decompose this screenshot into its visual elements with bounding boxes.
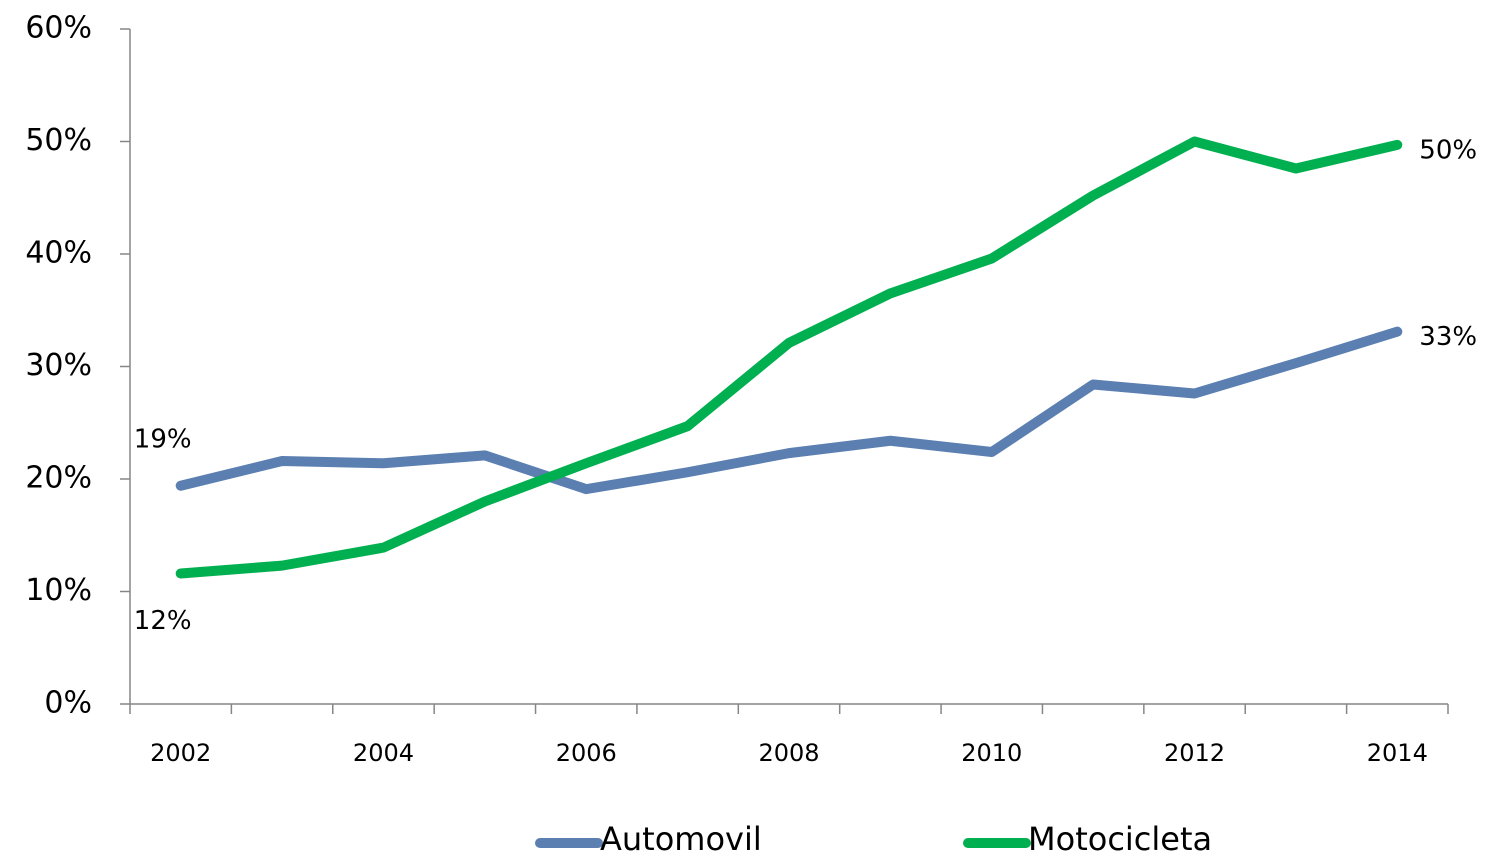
y-tick-label: 60% [25,11,92,46]
x-tick-label: 2006 [556,739,617,767]
data-label: 12% [134,606,192,636]
x-tick-label: 2002 [150,739,211,767]
y-tick-label: 20% [25,461,92,496]
y-tick-label: 30% [25,348,92,383]
data-label: 50% [1419,135,1477,165]
x-tick-label: 2014 [1367,739,1428,767]
x-tick-label: 2010 [961,739,1022,767]
series-line [175,326,1403,495]
series-line [175,136,1403,579]
y-tick-label: 0% [44,686,92,721]
data-label: 19% [134,424,192,454]
y-tick-label: 40% [25,236,92,271]
y-tick-label: 10% [25,573,92,608]
x-tick-label: 2004 [353,739,414,767]
legend-label: Motocicleta [1028,820,1212,858]
data-label: 33% [1419,322,1477,352]
legend-label: Automovil [600,820,762,858]
x-tick-label: 2012 [1164,739,1225,767]
y-tick-label: 50% [25,123,92,158]
x-tick-label: 2008 [758,739,819,767]
